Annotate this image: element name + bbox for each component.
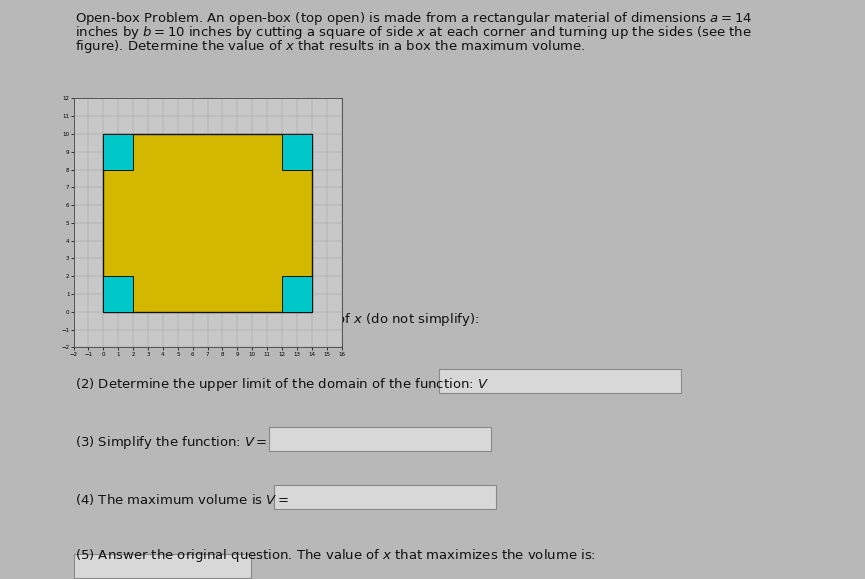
Bar (103, 134, 133, 170)
Text: (4) The maximum volume is $V = $: (4) The maximum volume is $V = $ (75, 492, 289, 507)
FancyBboxPatch shape (74, 554, 251, 578)
Bar (282, 134, 312, 170)
Text: (3) Simplify the function: $V = $: (3) Simplify the function: $V = $ (75, 434, 267, 451)
Text: Open-box Problem. An open-box (top open) is made from a rectangular material of : Open-box Problem. An open-box (top open)… (75, 10, 753, 27)
FancyBboxPatch shape (269, 427, 491, 451)
Text: (5) Answer the original question. The value of $x$ that maximizes the volume is:: (5) Answer the original question. The va… (75, 547, 596, 564)
FancyBboxPatch shape (439, 369, 681, 393)
Text: inches by $b = 10$ inches by cutting a square of side $x$ at each corner and tur: inches by $b = 10$ inches by cutting a s… (75, 24, 752, 41)
FancyBboxPatch shape (274, 485, 496, 509)
Bar (282, 276, 312, 312)
Text: (1) Express the volume $V$ as a function of $x$ (do not simplify):: (1) Express the volume $V$ as a function… (75, 311, 479, 328)
FancyBboxPatch shape (109, 322, 331, 346)
Text: (2) Determine the upper limit of the domain of the function: $V$: (2) Determine the upper limit of the dom… (75, 376, 490, 393)
Text: figure). Determine the value of $x$ that results in a box the maximum volume.: figure). Determine the value of $x$ that… (75, 38, 586, 55)
Text: $V = $: $V = $ (75, 331, 101, 347)
Bar (103, 134, 312, 312)
Bar (103, 276, 133, 312)
